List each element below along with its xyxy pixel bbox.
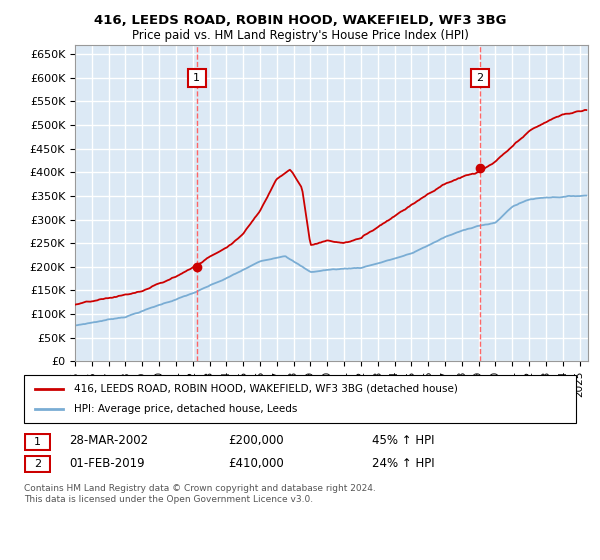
Text: £200,000: £200,000 [228, 434, 284, 447]
FancyBboxPatch shape [25, 456, 50, 472]
Text: 45% ↑ HPI: 45% ↑ HPI [372, 434, 434, 447]
FancyBboxPatch shape [24, 375, 576, 423]
Text: 1: 1 [34, 437, 41, 447]
Text: 2: 2 [476, 73, 484, 83]
Text: HPI: Average price, detached house, Leeds: HPI: Average price, detached house, Leed… [74, 404, 297, 414]
Text: 28-MAR-2002: 28-MAR-2002 [69, 434, 148, 447]
FancyBboxPatch shape [25, 434, 50, 450]
Text: £410,000: £410,000 [228, 456, 284, 470]
Text: 1: 1 [193, 73, 200, 83]
Text: Contains HM Land Registry data © Crown copyright and database right 2024.
This d: Contains HM Land Registry data © Crown c… [24, 484, 376, 504]
Text: 2: 2 [34, 459, 41, 469]
Text: Price paid vs. HM Land Registry's House Price Index (HPI): Price paid vs. HM Land Registry's House … [131, 29, 469, 42]
Text: 416, LEEDS ROAD, ROBIN HOOD, WAKEFIELD, WF3 3BG (detached house): 416, LEEDS ROAD, ROBIN HOOD, WAKEFIELD, … [74, 384, 458, 394]
Text: 416, LEEDS ROAD, ROBIN HOOD, WAKEFIELD, WF3 3BG: 416, LEEDS ROAD, ROBIN HOOD, WAKEFIELD, … [94, 14, 506, 27]
Text: 24% ↑ HPI: 24% ↑ HPI [372, 456, 434, 470]
Text: 01-FEB-2019: 01-FEB-2019 [69, 456, 145, 470]
